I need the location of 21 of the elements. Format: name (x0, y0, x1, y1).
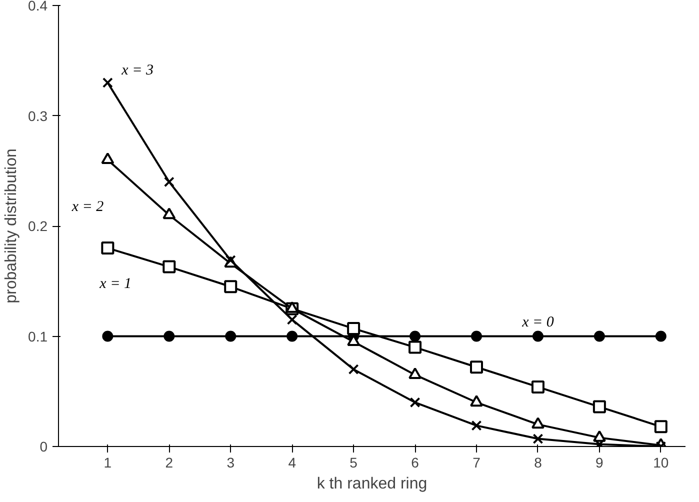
x-tick-label: 8 (534, 454, 542, 470)
x-tick-label: 9 (596, 454, 604, 470)
text: x = 2 (70, 198, 104, 215)
x-tick-label: 10 (653, 454, 669, 470)
x-tick-label: 1 (104, 454, 112, 470)
y-axis-title: probability distribution (3, 148, 20, 304)
x-tick-label: 4 (288, 454, 296, 470)
series-label: x = 3 (120, 62, 154, 79)
series-label: x = 0 (521, 314, 554, 330)
series-label: x = 1 (98, 276, 132, 292)
x-tick-label: 6 (411, 454, 420, 470)
y-tick-label: 0 (40, 438, 48, 454)
y-tick-label: 0.3 (28, 108, 48, 124)
y-tick-label: 0.4 (28, 0, 48, 14)
y-tick-label: 0.2 (28, 218, 48, 234)
x-tick-label: 7 (472, 454, 481, 470)
x-axis-title: k th ranked ring (316, 476, 428, 492)
x-tick-label: 5 (350, 454, 358, 470)
x-tick-label: 3 (226, 454, 235, 470)
x-tick-label: 2 (165, 454, 174, 470)
y-tick-label: 0.1 (28, 328, 48, 344)
